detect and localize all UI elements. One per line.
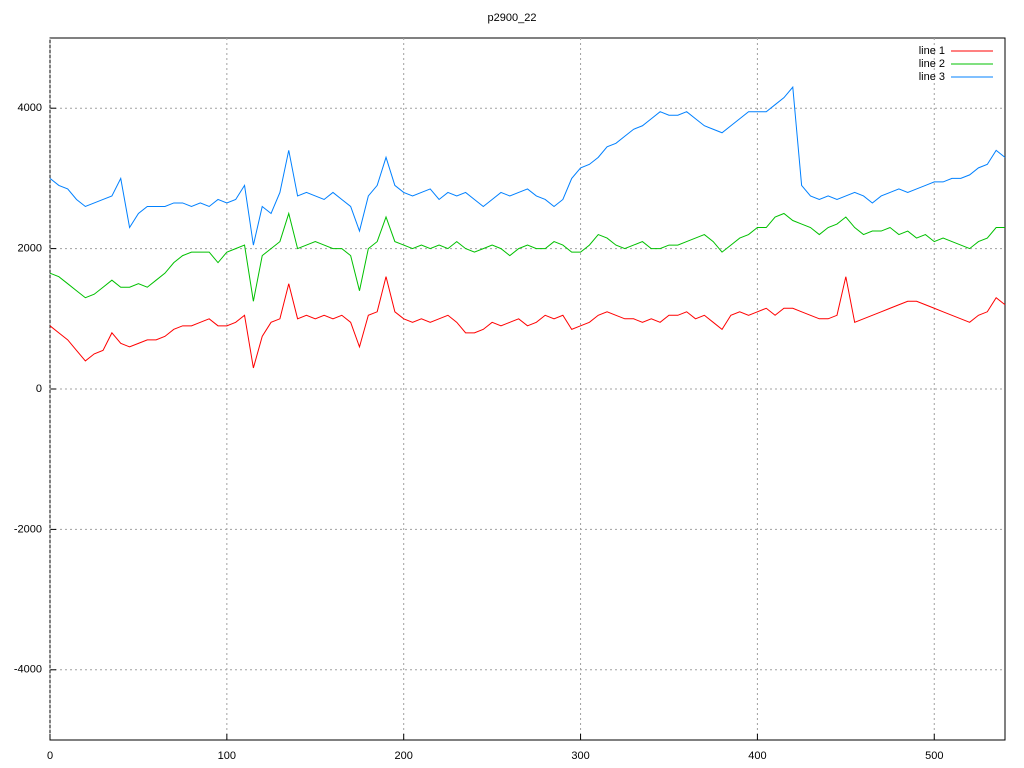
chart-title: p2900_22	[488, 12, 537, 24]
x-tick-label: 100	[218, 750, 236, 762]
legend-label: line 2	[919, 58, 945, 70]
y-tick-label: -2000	[14, 523, 42, 535]
x-tick-label: 0	[47, 750, 53, 762]
x-tick-label: 400	[748, 750, 766, 762]
data-line	[49, 211, 1005, 302]
data-line	[49, 85, 1006, 246]
x-tick-label: 200	[395, 750, 413, 762]
x-tick-label: 500	[925, 750, 943, 762]
y-tick-label: 4000	[18, 102, 42, 114]
y-tick-label: 0	[36, 383, 42, 395]
legend-label: line 3	[919, 71, 945, 83]
x-tick-label: 300	[571, 750, 589, 762]
y-tick-label: 2000	[18, 243, 42, 255]
y-tick-label: -4000	[14, 664, 42, 676]
legend-label: line 1	[919, 45, 945, 57]
data-line	[49, 276, 1006, 369]
